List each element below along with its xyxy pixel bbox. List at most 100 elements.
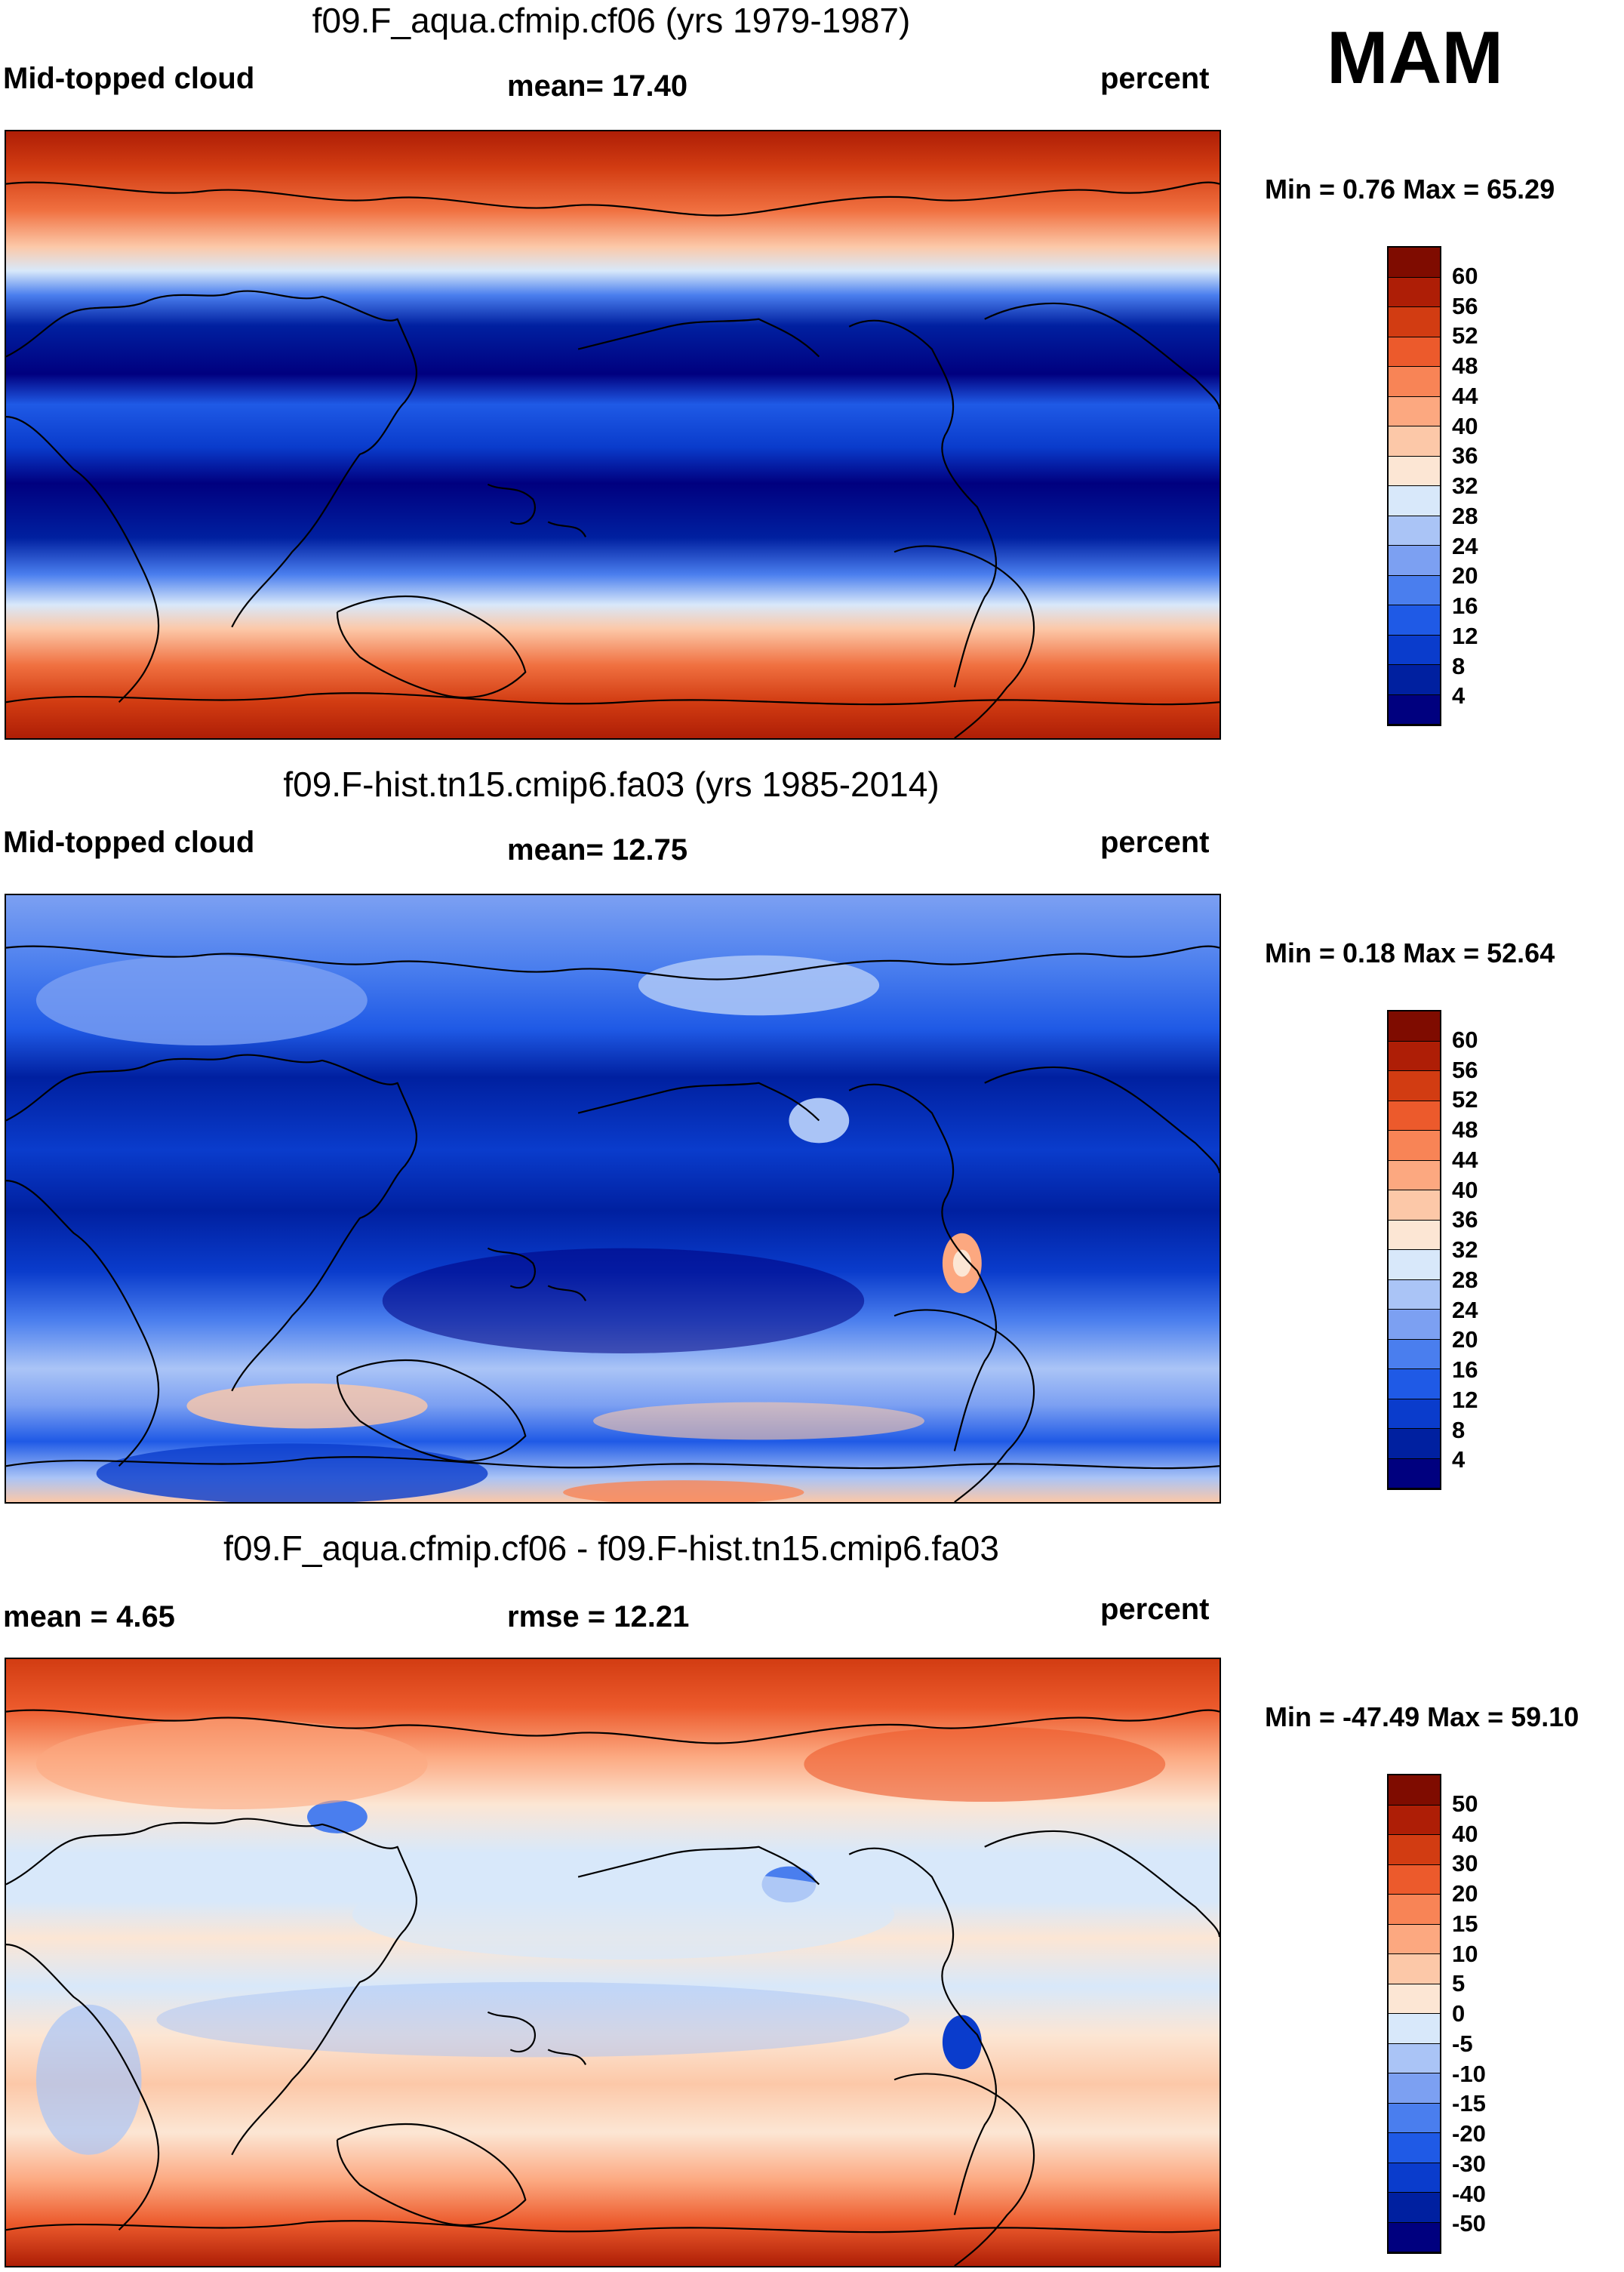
field-features-bottom — [35, 1719, 1166, 2155]
colorbar-tick-label: -5 — [1452, 2030, 1473, 2057]
colorbar-tick-label: 36 — [1452, 442, 1478, 469]
colorbar-box — [1389, 1310, 1440, 1340]
colorbar-tick-label: 28 — [1452, 502, 1478, 529]
minmax-bottom: Min = -47.49 Max = 59.10 — [1265, 1701, 1579, 1732]
map-top — [5, 130, 1221, 740]
colorbar-tick-label: 32 — [1452, 1236, 1478, 1263]
colorbar-box — [1389, 1071, 1440, 1101]
colorbar-tick-label: 60 — [1452, 262, 1478, 289]
colorbar-box — [1389, 516, 1440, 546]
colorbar-tick-label: 16 — [1452, 593, 1478, 619]
panel-units-top: percent — [1100, 62, 1210, 95]
colorbar-tick-label: 12 — [1452, 622, 1478, 649]
colorbar-box — [1389, 307, 1440, 337]
colorbar-box — [1389, 1984, 1440, 2014]
colorbar-tick-label: 0 — [1452, 2000, 1466, 2027]
colorbar-box — [1389, 1279, 1440, 1310]
colorbar-box — [1389, 1369, 1440, 1399]
panel-left-label-middle: Mid-topped cloud — [3, 826, 255, 859]
map-svg-top — [6, 131, 1220, 738]
colorbar-box — [1389, 635, 1440, 665]
panel-rmse-bottom: rmse = 12.21 — [507, 1600, 690, 1633]
colorbar-box — [1389, 1399, 1440, 1429]
colorbar-tick-label: 32 — [1452, 473, 1478, 499]
colorbar-box — [1389, 1895, 1440, 1925]
colorbar-tick-label: 8 — [1452, 1416, 1466, 1443]
colorbar-box — [1389, 426, 1440, 457]
colorbar-box — [1389, 1339, 1440, 1369]
colorbar-box — [1389, 1160, 1440, 1190]
field-top — [6, 131, 1220, 738]
colorbar-tick-label: 24 — [1452, 1296, 1478, 1323]
colorbar-middle — [1387, 1010, 1441, 1490]
coastlines-middle — [6, 945, 1220, 1502]
minmax-top: Min = 0.76 Max = 65.29 — [1265, 174, 1555, 205]
colorbar-box — [1389, 2222, 1440, 2252]
panel-mean-top: mean= 17.40 — [507, 69, 688, 103]
map-svg-middle — [6, 895, 1220, 1502]
colorbar-tick-label: 52 — [1452, 322, 1478, 349]
colorbar-tick-label: 20 — [1452, 1326, 1478, 1353]
colorbar-box — [1389, 456, 1440, 486]
colorbar-box — [1389, 2014, 1440, 2044]
colorbar-tick-label: 52 — [1452, 1086, 1478, 1113]
colorbar-tick-label: 44 — [1452, 382, 1478, 409]
colorbar-tick-label: 60 — [1452, 1026, 1478, 1053]
colorbar-box — [1389, 2103, 1440, 2133]
colorbar-tick-label: 20 — [1452, 1880, 1478, 1907]
colorbar-tick-label: 16 — [1452, 1356, 1478, 1383]
colorbar-tick-label: 56 — [1452, 1056, 1478, 1083]
colorbar-tick-label: 48 — [1452, 352, 1478, 379]
panel-title-bottom: f09.F_aqua.cfmip.cf06 - f09.F-hist.tn15.… — [223, 1529, 999, 1568]
coastlines-top — [6, 181, 1220, 738]
colorbar-box — [1389, 1041, 1440, 1071]
colorbar-tick-label: 12 — [1452, 1386, 1478, 1413]
colorbar-box — [1389, 1835, 1440, 1865]
panel-units-bottom: percent — [1100, 1593, 1210, 1626]
colorbar-box — [1389, 1775, 1440, 1806]
panel-title-top: f09.F_aqua.cfmip.cf06 (yrs 1979-1987) — [312, 1, 911, 40]
colorbar-ticks-bottom: 50 40 30 20 15 10 5 0 -5 -10 -15 -20 -30 -40 -50 — [1452, 1774, 1542, 2254]
panel-mean-middle: mean= 12.75 — [507, 833, 688, 867]
colorbar-box — [1389, 1131, 1440, 1161]
colorbar-tick-label: 4 — [1452, 682, 1466, 710]
colorbar-box — [1389, 396, 1440, 426]
colorbar-tick-label: -30 — [1452, 2150, 1486, 2177]
season-label: MAM — [1327, 16, 1504, 99]
colorbar-tick-label: 28 — [1452, 1266, 1478, 1293]
colorbar-top — [1387, 246, 1441, 726]
colorbar-box — [1389, 546, 1440, 576]
map-svg-bottom — [6, 1659, 1220, 2266]
colorbar-box — [1389, 605, 1440, 636]
colorbar-box — [1389, 1250, 1440, 1280]
colorbar-box — [1389, 1190, 1440, 1221]
colorbar-ticks-top: 60 56 52 48 44 40 36 32 28 24 20 16 12 8 4 — [1452, 246, 1542, 726]
colorbar-box — [1389, 1458, 1440, 1488]
colorbar-tick-label: 44 — [1452, 1146, 1478, 1173]
colorbar-box — [1389, 1954, 1440, 1984]
colorbar-box — [1389, 1220, 1440, 1250]
colorbar-tick-label: 40 — [1452, 1176, 1478, 1203]
panel-mean-bottom: mean = 4.65 — [3, 1600, 175, 1633]
colorbar-box — [1389, 1429, 1440, 1459]
colorbar-tick-label: 15 — [1452, 1910, 1478, 1937]
field-features-middle — [35, 955, 982, 1502]
colorbar-box — [1389, 2073, 1440, 2104]
colorbar-box — [1389, 1924, 1440, 1954]
colorbar-tick-label: -10 — [1452, 2060, 1486, 2087]
colorbar-tick-label: -15 — [1452, 2090, 1486, 2117]
colorbar-box — [1389, 2043, 1440, 2073]
colorbar-tick-label: 48 — [1452, 1116, 1478, 1143]
colorbar-box — [1389, 277, 1440, 307]
colorbar-tick-label: 5 — [1452, 1970, 1466, 1997]
panel-units-middle: percent — [1100, 826, 1210, 859]
colorbar-tick-label: 40 — [1452, 412, 1478, 439]
colorbar-box — [1389, 1011, 1440, 1042]
colorbar-ticks-middle: 60 56 52 48 44 40 36 32 28 24 20 16 12 8 4 — [1452, 1010, 1542, 1490]
colorbar-box — [1389, 1805, 1440, 1835]
colorbar-tick-label: -20 — [1452, 2120, 1486, 2147]
colorbar-tick-label: 24 — [1452, 532, 1478, 559]
colorbar-tick-label: 8 — [1452, 652, 1466, 679]
colorbar-box — [1389, 367, 1440, 397]
colorbar-tick-label: 56 — [1452, 292, 1478, 319]
